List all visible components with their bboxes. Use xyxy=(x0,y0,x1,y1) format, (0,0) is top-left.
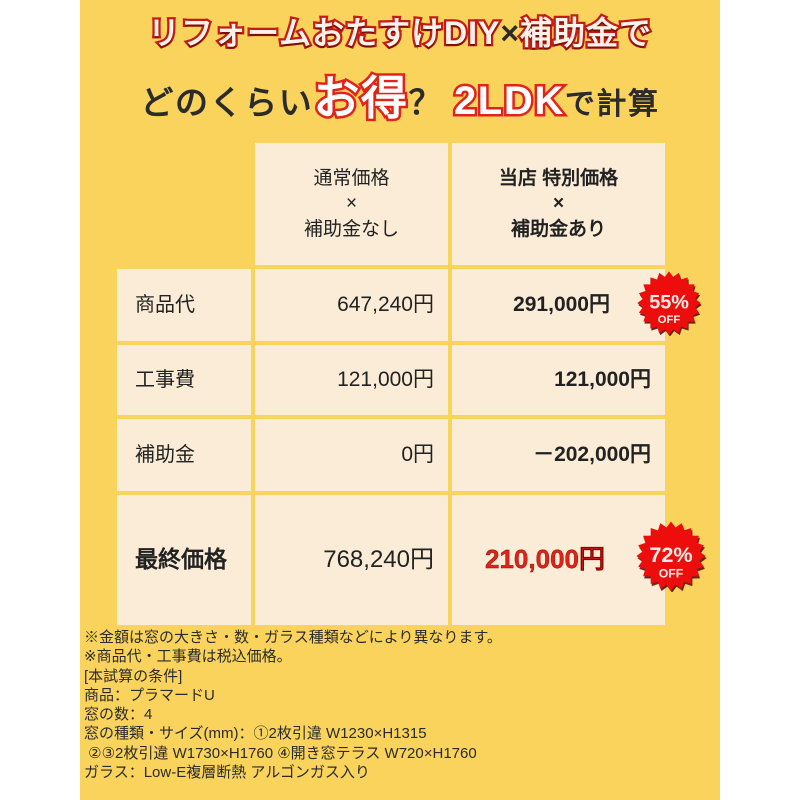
svg-text:OFF: OFF xyxy=(659,567,684,581)
svg-text:OFF: OFF xyxy=(658,314,681,326)
svg-text:72%: 72% xyxy=(649,542,692,567)
svg-text:55%: 55% xyxy=(649,291,689,313)
